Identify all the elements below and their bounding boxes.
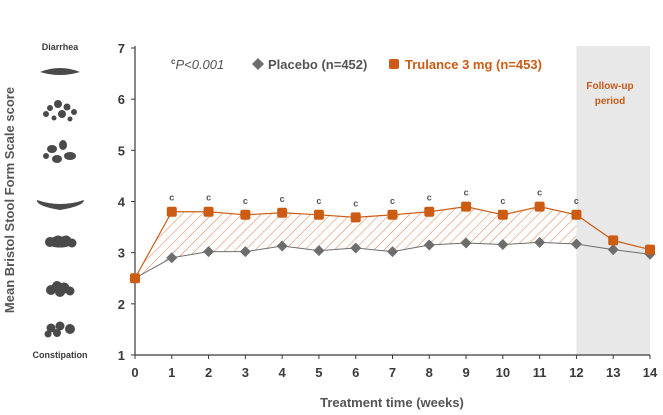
placebo-point	[166, 252, 178, 264]
trulance-point	[387, 209, 398, 220]
placebo-point	[313, 245, 325, 257]
placebo-point	[387, 246, 398, 258]
x-tick-label: 7	[389, 365, 396, 380]
stool-type-5-icon	[43, 140, 76, 163]
trulance-point	[130, 273, 140, 284]
footnote-text: P<0.001	[175, 57, 224, 72]
follow-up-region	[576, 46, 650, 355]
y-tick-label: 2	[118, 297, 125, 312]
stool-type-1-icon	[44, 321, 75, 338]
legend-trulance-label: Trulance 3 mg (n=453)	[405, 57, 542, 72]
x-tick-label: 9	[462, 365, 469, 380]
placebo-point	[570, 238, 582, 250]
x-tick-label: 10	[496, 365, 510, 380]
legend-trulance-marker	[389, 59, 399, 69]
stool-type-3-icon	[45, 235, 77, 248]
x-tick-label: 11	[533, 365, 547, 380]
stool-type-6-icon	[43, 100, 77, 122]
trulance-point	[424, 206, 435, 217]
legend-placebo-label: Placebo (n=452)	[268, 57, 367, 72]
placebo-point	[607, 244, 619, 256]
x-axis-title: Treatment time (weeks)	[320, 395, 464, 410]
placebo-point	[460, 237, 472, 249]
y-tick-label: 5	[118, 143, 125, 158]
placebo-point	[350, 242, 362, 254]
significance-marker: c	[243, 196, 248, 206]
x-tick-label: 2	[205, 365, 212, 380]
diarrhea-label: Diarrhea	[42, 42, 80, 52]
significance-marker: c	[574, 196, 579, 206]
stool-type-2-icon	[46, 281, 75, 297]
stool-type-7-icon	[40, 68, 80, 75]
trulance-point	[166, 206, 177, 217]
significance-marker: c	[316, 196, 321, 206]
follow-up-label-line1: Follow-up	[586, 81, 633, 92]
trulance-point	[571, 209, 582, 220]
placebo-point	[497, 238, 509, 250]
significance-marker: c	[169, 193, 174, 203]
x-tick-label: 14	[643, 365, 658, 380]
trulance-point	[497, 209, 508, 220]
y-tick-label: 3	[118, 246, 125, 261]
x-tick-label: 3	[242, 365, 249, 380]
significance-marker: c	[390, 196, 395, 206]
y-tick-label: 6	[118, 92, 125, 107]
trulance-point	[313, 209, 324, 220]
y-tick-label: 1	[118, 348, 125, 363]
stool-type-4-icon	[36, 200, 84, 210]
significance-marker: c	[537, 188, 542, 198]
significance-marker: c	[353, 198, 358, 208]
significance-marker: c	[500, 196, 505, 206]
trulance-point	[645, 244, 655, 255]
significance-marker: c	[427, 193, 432, 203]
legend: cP<0.001 Placebo (n=452) Trulance 3 mg (…	[171, 57, 542, 72]
x-tick-label: 1	[168, 365, 175, 380]
x-tick-label: 5	[315, 365, 322, 380]
trulance-point	[461, 201, 472, 212]
placebo-point	[203, 246, 215, 258]
significance-marker: c	[206, 193, 211, 203]
footnote-prefix: c	[171, 57, 176, 66]
trulance-point	[350, 212, 361, 223]
bristol-scale-icons	[36, 68, 84, 338]
y-tick-label: 7	[118, 41, 125, 56]
legend-placebo-marker	[252, 58, 264, 70]
placebo-point	[276, 240, 288, 252]
placebo-point	[239, 246, 251, 258]
y-axis-title: Mean Bristol Stool Form Scale score	[2, 87, 17, 313]
trulance-point	[277, 207, 288, 218]
trulance-point	[240, 209, 251, 220]
y-tick-label: 4	[118, 195, 126, 210]
trulance-point	[534, 201, 545, 212]
x-tick-label: 6	[352, 365, 359, 380]
significance-footnote: cP<0.001	[171, 57, 224, 72]
trulance-point	[608, 235, 619, 246]
x-tick-label: 8	[426, 365, 433, 380]
constipation-label: Constipation	[33, 350, 88, 360]
x-tick-label: 4	[279, 365, 287, 380]
x-tick-label: 13	[606, 365, 620, 380]
significance-marker: c	[464, 188, 469, 198]
placebo-point	[423, 239, 435, 251]
follow-up-label-line2: period	[595, 96, 626, 107]
x-tick-label: 12	[569, 365, 583, 380]
x-tick-label: 0	[131, 365, 138, 380]
significance-marker: c	[280, 194, 285, 204]
trulance-point	[203, 206, 214, 217]
placebo-point	[534, 236, 546, 248]
treatment-difference-hatch	[135, 206, 577, 279]
